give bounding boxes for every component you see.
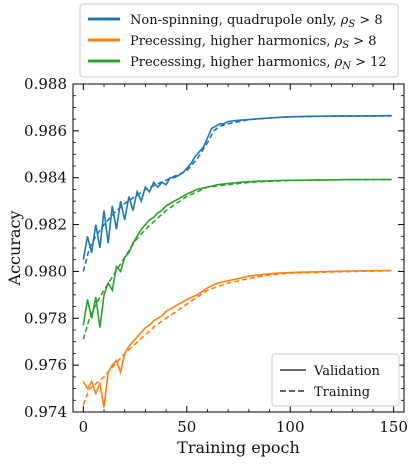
y-tick-label: 0.988 [24,75,67,93]
series-2-validation-line [82,178,392,328]
series-0-validation-line [82,114,392,260]
y-tick-label: 0.982 [24,216,67,234]
y-tick-label: 0.980 [24,262,67,280]
legend-linestyle: Validation Training [271,353,400,407]
x-tick-label: 100 [276,418,305,436]
axis-ticks: 0 50 100 150 0.974 0.976 0.978 0.980 0.982 0.984 0… [24,75,408,436]
series-1-training-line [82,269,392,406]
series-0-training-line [82,115,392,272]
legend-series-2-label: Precessing, higher harmonics, ρN > 12 [130,55,387,72]
legend-series-0-label: Non-spinning, quadrupole only, ρS > 8 [130,13,383,30]
y-tick-label: 0.984 [24,169,67,187]
y-tick-label: 0.976 [24,356,67,374]
legend-validation-label: Validation [313,364,381,379]
y-tick-label: 0.974 [24,403,67,421]
y-tick-label: 0.978 [24,309,67,327]
legend-top: Non-spinning, quadrupole only, ρS > 8 Pre… [79,3,399,78]
x-axis-label: Training epoch [177,438,300,457]
series-2-training-line [82,178,392,340]
series-legend-box [79,3,399,78]
x-tick-label: 0 [79,418,89,436]
x-tick-label: 50 [177,418,196,436]
y-tick-label: 0.986 [24,122,67,140]
linestyle-legend-box [271,353,400,407]
plot-area: 0 50 100 150 0.974 0.976 0.978 0.980 0.982 0.984 0… [24,75,408,436]
x-tick-label: 150 [379,418,408,436]
series-lines [82,114,392,408]
series-1-validation-line [82,269,392,408]
legend-training-label: Training [314,385,370,400]
y-axis-label: Accuracy [5,211,24,287]
legend-series-1-label: Precessing, higher harmonics, ρS > 8 [130,34,377,51]
